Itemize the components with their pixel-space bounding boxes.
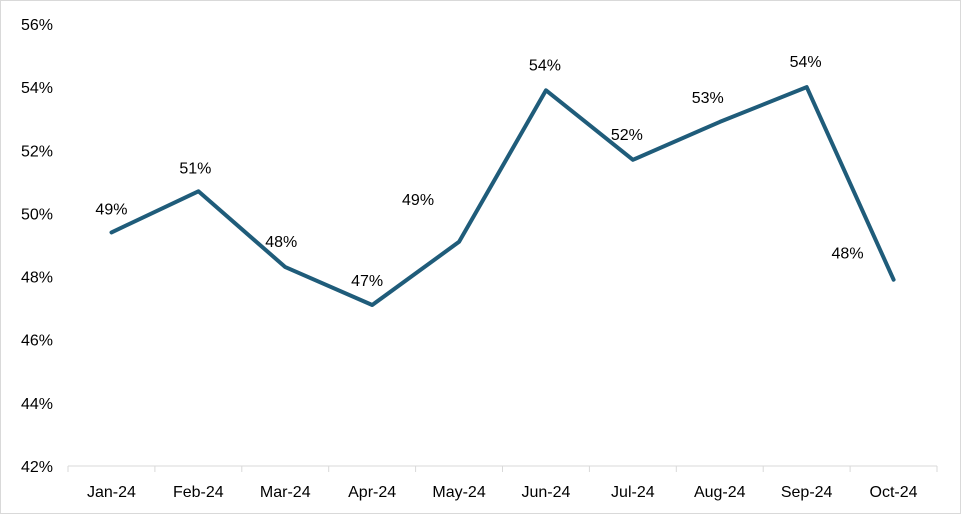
data-label: 54% — [529, 57, 561, 74]
x-tick-label: Jan-24 — [87, 484, 136, 501]
x-tick-label: Jun-24 — [521, 484, 570, 501]
y-tick-label: 48% — [21, 270, 53, 287]
data-label: 53% — [692, 90, 724, 107]
data-label: 54% — [790, 54, 822, 71]
y-tick-label: 50% — [21, 206, 53, 223]
data-label: 49% — [402, 192, 434, 209]
data-label: 51% — [179, 160, 211, 177]
y-tick-label: 56% — [21, 17, 53, 34]
y-axis: 42% 44% 46% 48% 50% 52% 54% 56% — [21, 17, 53, 476]
data-label: 48% — [832, 246, 864, 263]
y-tick-label: 44% — [21, 396, 53, 413]
x-axis: Jan-24 Feb-24 Mar-24 Apr-24 May-24 Jun-24 Jul-… — [67, 465, 938, 501]
x-tick-label: May-24 — [432, 484, 485, 501]
data-label: 49% — [95, 201, 127, 218]
y-tick-label: 46% — [21, 333, 53, 350]
x-tick-label: Aug-24 — [694, 484, 746, 501]
data-label: 47% — [351, 273, 383, 290]
x-tick-label: Oct-24 — [870, 484, 918, 501]
x-tick-label: Apr-24 — [348, 484, 396, 501]
x-tick-label: Sep-24 — [781, 484, 833, 501]
data-label: 48% — [265, 234, 297, 251]
x-tick-label: Jul-24 — [611, 484, 655, 501]
series-line — [109, 85, 896, 307]
y-tick-label: 54% — [21, 80, 53, 97]
y-tick-label: 42% — [21, 459, 53, 476]
data-label: 52% — [611, 127, 643, 144]
y-tick-label: 52% — [21, 143, 53, 160]
series-layer — [109, 85, 896, 307]
x-tick-label: Feb-24 — [173, 484, 224, 501]
data-labels: 49% 51% 48% 47% 49% 54% 52% 53% 54% 48% — [95, 54, 863, 290]
x-tick-label: Mar-24 — [260, 484, 311, 501]
